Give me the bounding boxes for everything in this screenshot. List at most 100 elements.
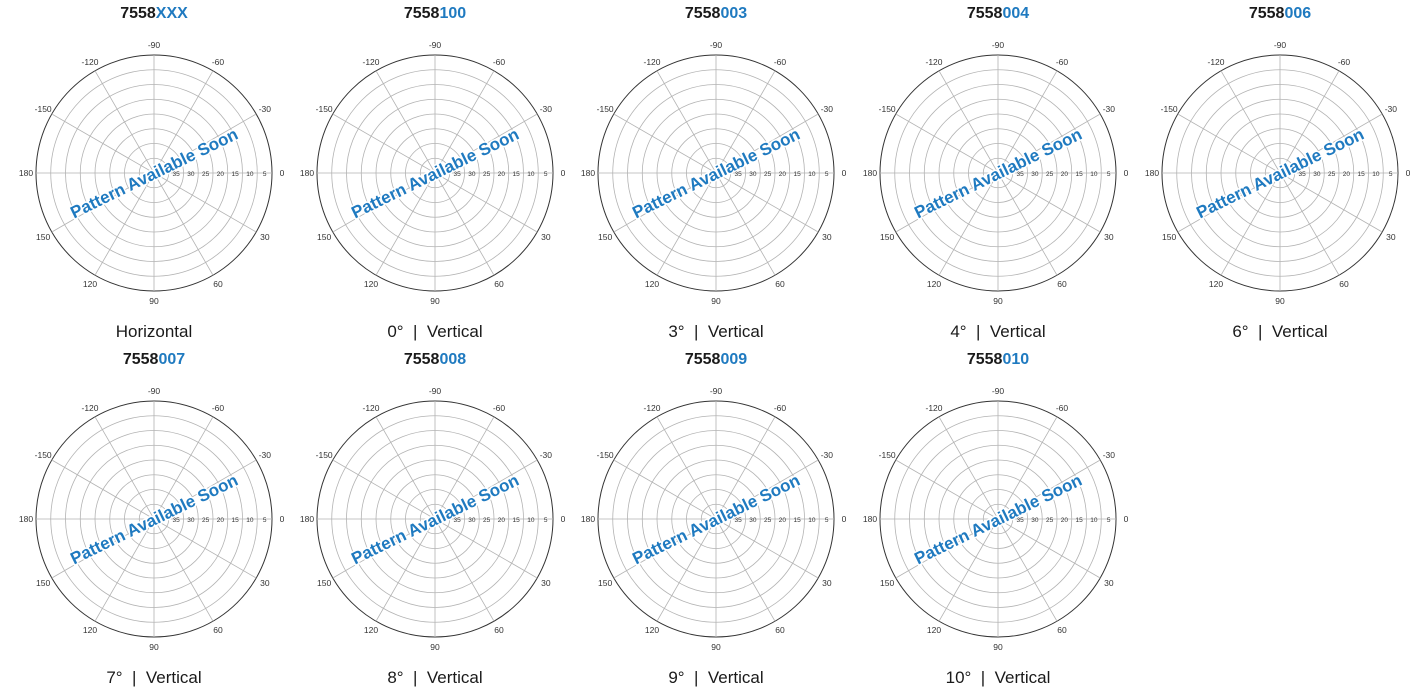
angle-tick-label: 180 bbox=[300, 168, 314, 178]
angle-tick-label: -30 bbox=[821, 450, 834, 460]
angle-tick-label: 0 bbox=[280, 514, 285, 524]
polar-spoke bbox=[434, 416, 495, 520]
title-suffix: 003 bbox=[720, 5, 748, 22]
polar-spoke bbox=[715, 416, 776, 520]
angle-tick-label: 120 bbox=[645, 625, 659, 635]
title-suffix: 008 bbox=[439, 351, 467, 368]
polar-spoke bbox=[153, 172, 257, 233]
angle-tick-label: 90 bbox=[430, 642, 440, 652]
radial-tick-label: 30 bbox=[468, 517, 476, 524]
polar-chart-panel-1: 7558100 0° | Vertical -90 -60 -30 0 30 60 90 12… bbox=[294, 3, 576, 348]
radial-tick-label: 20 bbox=[779, 171, 787, 178]
chart-title: 7558003 bbox=[575, 3, 857, 25]
chart-caption: Horizontal bbox=[115, 322, 193, 341]
polar-chart-panel-7: 7558009 9° | Vertical -90 -60 -30 0 30 60 90 12… bbox=[575, 349, 857, 694]
angle-tick-label: 180 bbox=[581, 514, 595, 524]
radial-tick-label: 25 bbox=[764, 171, 772, 178]
angle-tick-label: -30 bbox=[1103, 104, 1116, 114]
angle-tick-label: -90 bbox=[710, 386, 723, 396]
angle-tick-label: 90 bbox=[149, 642, 159, 652]
chart-caption: 6° | Vertical bbox=[1232, 322, 1328, 341]
angle-tick-label: 0 bbox=[561, 514, 566, 524]
radial-tick-label: 25 bbox=[1046, 171, 1054, 178]
title-prefix: 7558 bbox=[403, 5, 440, 22]
angle-tick-label: 60 bbox=[213, 625, 223, 635]
angle-tick-label: -90 bbox=[148, 40, 161, 50]
polar-spoke bbox=[715, 113, 819, 174]
title-prefix: 7558 bbox=[684, 5, 721, 22]
angle-tick-label: -90 bbox=[148, 386, 161, 396]
angle-tick-label: -120 bbox=[925, 403, 942, 413]
radial-tick-label: 35 bbox=[454, 517, 462, 524]
title-prefix: 7558 bbox=[966, 5, 1003, 22]
radial-tick-label: 20 bbox=[217, 171, 225, 178]
angle-tick-label: 120 bbox=[83, 625, 97, 635]
polar-chart-panel-2: 7558003 3° | Vertical -90 -60 -30 0 30 60 90 12… bbox=[575, 3, 857, 348]
title-suffix: 007 bbox=[158, 351, 186, 368]
radial-tick-label: 35 bbox=[454, 171, 462, 178]
polar-spoke bbox=[997, 172, 1101, 233]
angle-tick-label: -60 bbox=[1056, 57, 1069, 67]
polar-chart-panel-5: 7558007 7° | Vertical -90 -60 -30 0 30 60 90 12… bbox=[13, 349, 295, 694]
angle-tick-label: -150 bbox=[879, 104, 896, 114]
polar-spoke bbox=[332, 172, 436, 233]
radial-tick-label: 15 bbox=[794, 517, 802, 524]
radial-tick-label: 25 bbox=[202, 171, 210, 178]
polar-spoke bbox=[997, 416, 1058, 520]
radial-tick-label: 5 bbox=[263, 517, 267, 524]
radial-tick-label: 35 bbox=[1299, 171, 1307, 178]
angle-tick-label: -30 bbox=[1385, 104, 1398, 114]
angle-tick-label: -30 bbox=[540, 450, 553, 460]
title-prefix: 7558 bbox=[684, 351, 721, 368]
radial-tick-label: 35 bbox=[173, 517, 181, 524]
radial-tick-label: 25 bbox=[1328, 171, 1336, 178]
polar-spoke bbox=[1177, 113, 1281, 174]
angle-tick-label: 0 bbox=[842, 514, 847, 524]
angle-tick-label: -30 bbox=[259, 104, 272, 114]
angle-tick-label: 150 bbox=[598, 578, 612, 588]
polar-spoke bbox=[153, 416, 214, 520]
polar-spoke bbox=[997, 113, 1101, 174]
angle-tick-label: -90 bbox=[710, 40, 723, 50]
angle-tick-label: -90 bbox=[992, 386, 1005, 396]
radial-tick-label: 20 bbox=[1061, 171, 1069, 178]
polar-spoke bbox=[51, 459, 155, 520]
polar-spoke bbox=[938, 518, 999, 622]
radial-tick-label: 10 bbox=[808, 517, 816, 524]
angle-tick-label: 90 bbox=[993, 296, 1003, 306]
angle-tick-label: -120 bbox=[925, 57, 942, 67]
polar-spoke bbox=[332, 459, 436, 520]
radial-tick-label: 30 bbox=[1313, 171, 1321, 178]
angle-tick-label: -120 bbox=[362, 403, 379, 413]
polar-spoke bbox=[656, 518, 717, 622]
angle-tick-label: 150 bbox=[36, 578, 50, 588]
angle-tick-label: 60 bbox=[775, 279, 785, 289]
angle-tick-label: 60 bbox=[494, 279, 504, 289]
polar-spoke bbox=[938, 70, 999, 174]
radial-tick-label: 30 bbox=[1031, 517, 1039, 524]
angle-tick-label: -90 bbox=[429, 386, 442, 396]
angle-tick-label: 0 bbox=[280, 168, 285, 178]
chart-caption: 7° | Vertical bbox=[106, 668, 202, 687]
angle-tick-label: 90 bbox=[430, 296, 440, 306]
polar-spoke bbox=[375, 518, 436, 622]
radial-tick-label: 10 bbox=[527, 517, 535, 524]
polar-spoke bbox=[153, 518, 257, 579]
angle-tick-label: 30 bbox=[822, 232, 832, 242]
angle-tick-label: -150 bbox=[316, 104, 333, 114]
angle-tick-label: -30 bbox=[540, 104, 553, 114]
polar-spoke bbox=[1220, 172, 1281, 276]
angle-tick-label: 30 bbox=[541, 578, 551, 588]
angle-tick-label: 120 bbox=[364, 279, 378, 289]
radial-tick-label: 20 bbox=[1343, 171, 1351, 178]
polar-spoke bbox=[1279, 172, 1340, 276]
radial-tick-label: 5 bbox=[1107, 171, 1111, 178]
polar-grid: -90 -60 -30 0 30 60 90 120 150 180 -150 -120 35 30 25 2… bbox=[300, 40, 566, 306]
angle-tick-label: 180 bbox=[863, 168, 877, 178]
polar-spoke bbox=[434, 518, 495, 622]
angle-tick-label: 0 bbox=[842, 168, 847, 178]
polar-spoke bbox=[715, 70, 776, 174]
angle-tick-label: 60 bbox=[1339, 279, 1349, 289]
angle-tick-label: 30 bbox=[1104, 578, 1114, 588]
chart-caption: 4° | Vertical bbox=[950, 322, 1046, 341]
